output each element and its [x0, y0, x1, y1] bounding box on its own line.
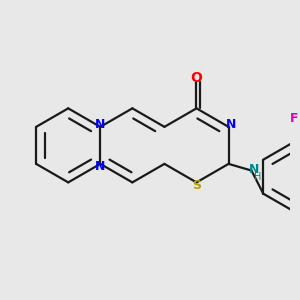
Text: N: N: [226, 118, 236, 131]
Text: S: S: [192, 179, 201, 192]
Text: N: N: [249, 163, 259, 176]
Text: H: H: [254, 172, 261, 182]
Text: O: O: [190, 70, 202, 85]
Text: N: N: [95, 118, 106, 130]
Text: N: N: [95, 160, 106, 173]
Text: F: F: [290, 112, 298, 124]
